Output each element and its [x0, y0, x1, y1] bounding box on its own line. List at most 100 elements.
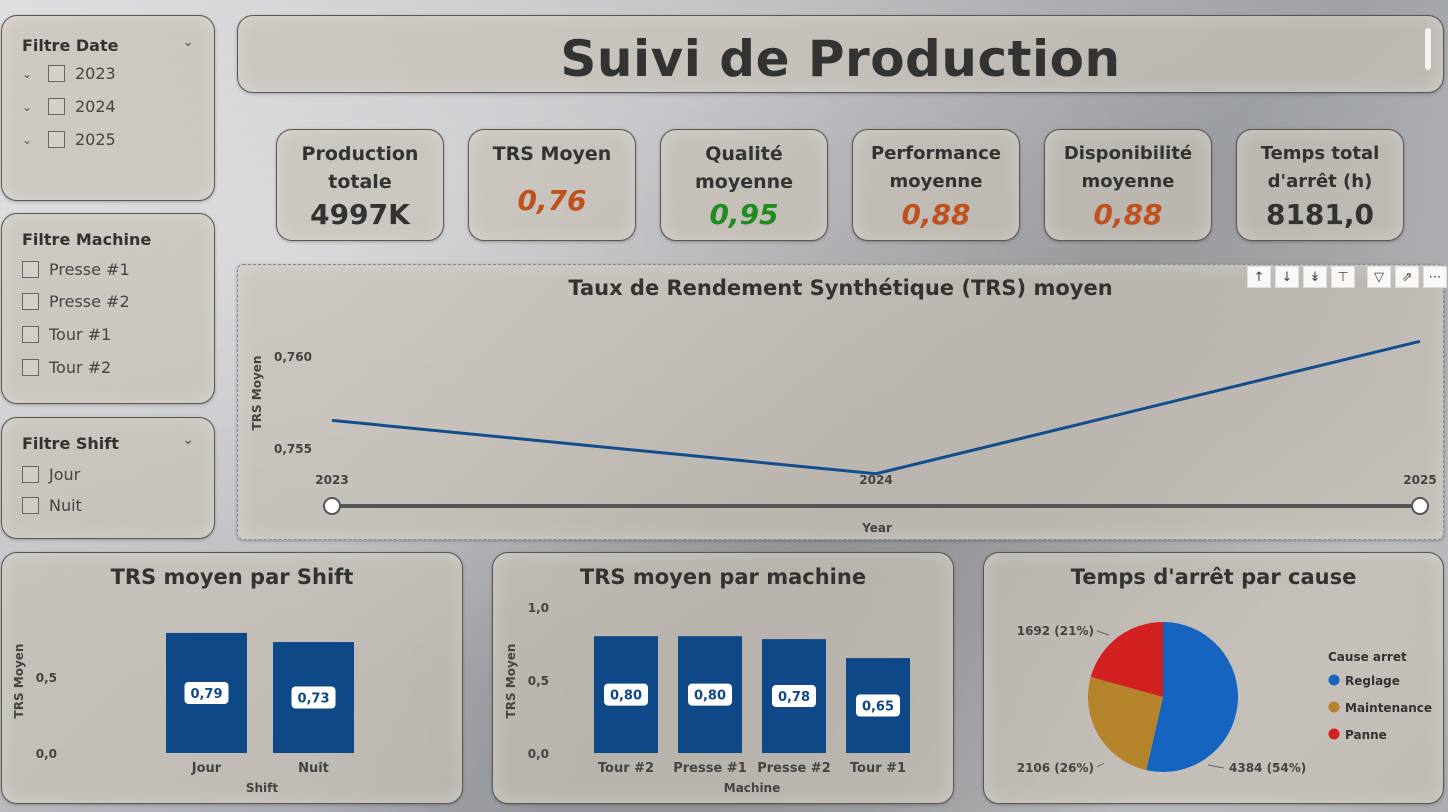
trs-machine-chart-card: TRS moyen par machine 0,0 0,5 1,0 TRS Moyen…: [492, 552, 954, 804]
kpi-value: 8181,0: [1265, 198, 1375, 231]
x-tick-label: Jour: [191, 761, 222, 776]
data-label-box: [184, 681, 229, 704]
pie-slice[interactable]: [1088, 676, 1163, 771]
filter-machine-item[interactable]: Presse #2: [22, 292, 130, 311]
chart-title: Temps d'arrêt par cause: [1070, 565, 1357, 589]
kpi-value: 0,88: [901, 198, 971, 231]
kpi-value: 0,88: [1093, 198, 1163, 231]
data-label-box: [291, 686, 336, 709]
filter-machine-item[interactable]: Presse #1: [22, 260, 130, 279]
filter-date-item-2024[interactable]: ⌄ 2024: [22, 97, 116, 116]
legend-marker[interactable]: [1328, 701, 1340, 713]
kpi-card-performance: Performance moyenne 0,88: [852, 129, 1020, 241]
chart-title: TRS moyen par machine: [579, 565, 867, 589]
x-tick-label: 2024: [859, 473, 892, 487]
scrollbar[interactable]: [1425, 28, 1431, 70]
downtime-pie-chart: 4384 (54%) 2106 (26%) 1692 (21%) Cause arre…: [1017, 622, 1432, 775]
filter-date-item-2023[interactable]: ⌄ 2023: [22, 64, 116, 83]
checkbox[interactable]: [22, 497, 39, 514]
filter-machine-label: Presse #1: [49, 260, 130, 279]
legend-label[interactable]: Reglage: [1345, 674, 1400, 688]
filter-shift-label: Jour: [49, 465, 81, 484]
kpi-value: 0,76: [517, 184, 587, 217]
x-axis-title: Machine: [724, 781, 781, 795]
sort-down-icon[interactable]: ↓: [1275, 266, 1299, 288]
x-tick-label: Presse #2: [757, 761, 831, 776]
data-label: 0,73: [297, 692, 329, 707]
trs-shift-bar-chart: 0,0 0,5 TRS Moyen 0,79 Jour 0,73 Nuit Shift: [12, 632, 354, 795]
page-title: Suivi de Production: [560, 30, 1121, 88]
filter-date-title: Filtre Date: [22, 36, 119, 55]
checkbox[interactable]: [22, 293, 39, 310]
checkbox[interactable]: [48, 65, 65, 82]
chevron-down-icon[interactable]: ⌄: [182, 34, 194, 50]
trs-shift-chart-card: TRS moyen par Shift 0,0 0,5 TRS Moyen 0,79 J…: [1, 552, 463, 804]
filter-shift-item[interactable]: Nuit: [22, 496, 82, 515]
chevron-down-icon[interactable]: ⌄: [182, 432, 194, 448]
y-axis-title: TRS Moyen: [250, 356, 264, 431]
legend-label[interactable]: Maintenance: [1345, 701, 1432, 715]
x-tick-label: Nuit: [298, 761, 329, 776]
checkbox[interactable]: [48, 98, 65, 115]
data-label: 0,78: [778, 690, 810, 705]
legend-marker[interactable]: [1328, 728, 1340, 740]
drill-down-icon[interactable]: ↡: [1303, 266, 1327, 288]
kpi-label: Temps total d'arrêt (h): [1260, 143, 1380, 192]
kpi-label: Qualité moyenne: [694, 143, 794, 193]
kpi-value: 0,95: [709, 198, 779, 231]
trs-line-chart: 0,755 0,760 TRS Moyen 2023 2024 2025 Year: [250, 339, 1437, 535]
hierarchy-icon[interactable]: ⊤: [1331, 266, 1355, 288]
more-options-icon[interactable]: ⋯: [1423, 266, 1447, 288]
filter-shift-card: Filtre Shift ⌄ Jour Nuit: [1, 417, 215, 539]
legend-marker[interactable]: [1328, 674, 1340, 686]
filter-shift-title: Filtre Shift: [22, 434, 119, 453]
filter-machine-label: Tour #2: [49, 358, 112, 377]
pie-slice[interactable]: [1146, 622, 1238, 772]
expand-icon[interactable]: ⌄: [22, 99, 33, 114]
range-slider-start-handle[interactable]: [323, 497, 341, 515]
filter-machine-item[interactable]: Tour #2: [22, 358, 111, 377]
visual-toolbar: ↑ ↓ ↡ ⊤ ▽ ⇗ ⋯: [1247, 266, 1447, 288]
sort-up-icon[interactable]: ↑: [1247, 266, 1271, 288]
filter-shift-item[interactable]: Jour: [22, 465, 80, 484]
filter-date-item-2025[interactable]: ⌄ 2025: [22, 130, 116, 149]
filter-icon[interactable]: ▽: [1367, 266, 1391, 288]
data-label: 0,80: [694, 689, 726, 704]
x-axis-title: Shift: [246, 781, 279, 795]
range-slider-end-handle[interactable]: [1411, 497, 1429, 515]
filter-machine-label: Presse #2: [49, 292, 130, 311]
data-label: 0,79: [190, 687, 222, 702]
chart-title: TRS moyen par Shift: [110, 565, 354, 589]
checkbox[interactable]: [22, 261, 39, 278]
filter-date-label: 2025: [75, 130, 116, 149]
filter-shift-label: Nuit: [49, 496, 82, 515]
pie-slice[interactable]: [1090, 622, 1163, 697]
checkbox[interactable]: [48, 131, 65, 148]
y-tick-label: 1,0: [528, 601, 549, 615]
filter-machine-card: Filtre Machine Presse #1 Presse #2 Tour …: [1, 213, 215, 404]
y-tick-label: 0,0: [36, 747, 57, 761]
checkbox[interactable]: [22, 466, 39, 483]
leader-line: [1096, 762, 1105, 768]
x-axis-title: Year: [861, 521, 892, 535]
checkbox[interactable]: [22, 359, 39, 376]
checkbox[interactable]: [22, 326, 39, 343]
filter-machine-label: Tour #1: [49, 325, 112, 344]
expand-icon[interactable]: ⌄: [22, 132, 33, 147]
trs-machine-bar-chart: 0,0 0,5 1,0 TRS Moyen 0,80 Tour #2 0,80 Presse …: [504, 601, 910, 795]
kpi-label: Production totale: [301, 143, 419, 193]
legend-label[interactable]: Panne: [1345, 728, 1387, 742]
filter-machine-item[interactable]: Tour #1: [22, 325, 111, 344]
x-tick-label: 2025: [1403, 473, 1436, 487]
kpi-label: Disponibilité moyenne: [1063, 143, 1193, 192]
filter-machine-title: Filtre Machine: [22, 230, 152, 249]
data-label-box: [772, 685, 816, 708]
expand-icon[interactable]: ⌄: [22, 66, 33, 81]
series-line[interactable]: [331, 339, 1421, 476]
legend-title: Cause arret: [1328, 650, 1407, 664]
y-tick-label: 0,5: [528, 674, 549, 688]
data-label-box: [604, 683, 648, 706]
focus-mode-icon[interactable]: ⇗: [1395, 266, 1419, 288]
kpi-card-production: Production totale 4997K: [276, 129, 444, 241]
chart-title: Taux de Rendement Synthétique (TRS) moye…: [568, 276, 1113, 300]
